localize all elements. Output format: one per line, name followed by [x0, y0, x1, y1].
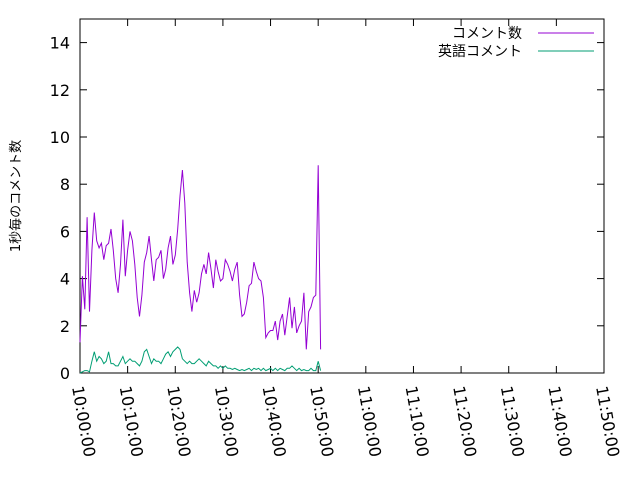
x-tick-label: 11:40:00 — [544, 384, 575, 458]
y-tick-label: 0 — [60, 364, 70, 383]
y-tick-label: 10 — [50, 128, 70, 147]
series-line-1 — [79, 346, 322, 374]
x-tick-label: 11:50:00 — [592, 384, 623, 458]
legend-label: コメント数 — [452, 26, 522, 42]
x-tick-label: 10:40:00 — [259, 384, 290, 458]
y-axis: 0 2 4 6 8 10 12 14 — [50, 34, 604, 383]
plot-frame — [79, 18, 605, 374]
x-tick-label: 11:10:00 — [402, 384, 433, 458]
y-tick-label: 4 — [60, 270, 70, 289]
x-tick-label: 11:30:00 — [497, 384, 528, 458]
x-tick-label: 11:00:00 — [354, 384, 385, 458]
legend-label: 英語コメント — [438, 43, 522, 60]
x-tick-label: 10:20:00 — [163, 384, 194, 458]
x-axis: 10:00:00 10:10:00 10:20:00 10:30:00 10:40:00… — [68, 19, 623, 458]
series-line-0 — [79, 165, 322, 350]
x-tick-label: 10:30:00 — [211, 384, 242, 458]
y-axis-label: 1秒毎のコメント数 — [8, 140, 24, 252]
y-tick-label: 8 — [60, 175, 70, 194]
y-tick-label: 12 — [50, 81, 70, 100]
y-tick-label: 14 — [50, 34, 70, 53]
x-tick-label: 10:10:00 — [116, 384, 147, 458]
series-layer — [79, 165, 322, 374]
x-tick-label: 10:50:00 — [306, 384, 337, 458]
y-tick-label: 6 — [60, 222, 70, 241]
y-tick-label: 2 — [60, 317, 70, 336]
x-tick-label: 11:20:00 — [449, 384, 480, 458]
x-tick-label: 10:00:00 — [68, 384, 99, 458]
